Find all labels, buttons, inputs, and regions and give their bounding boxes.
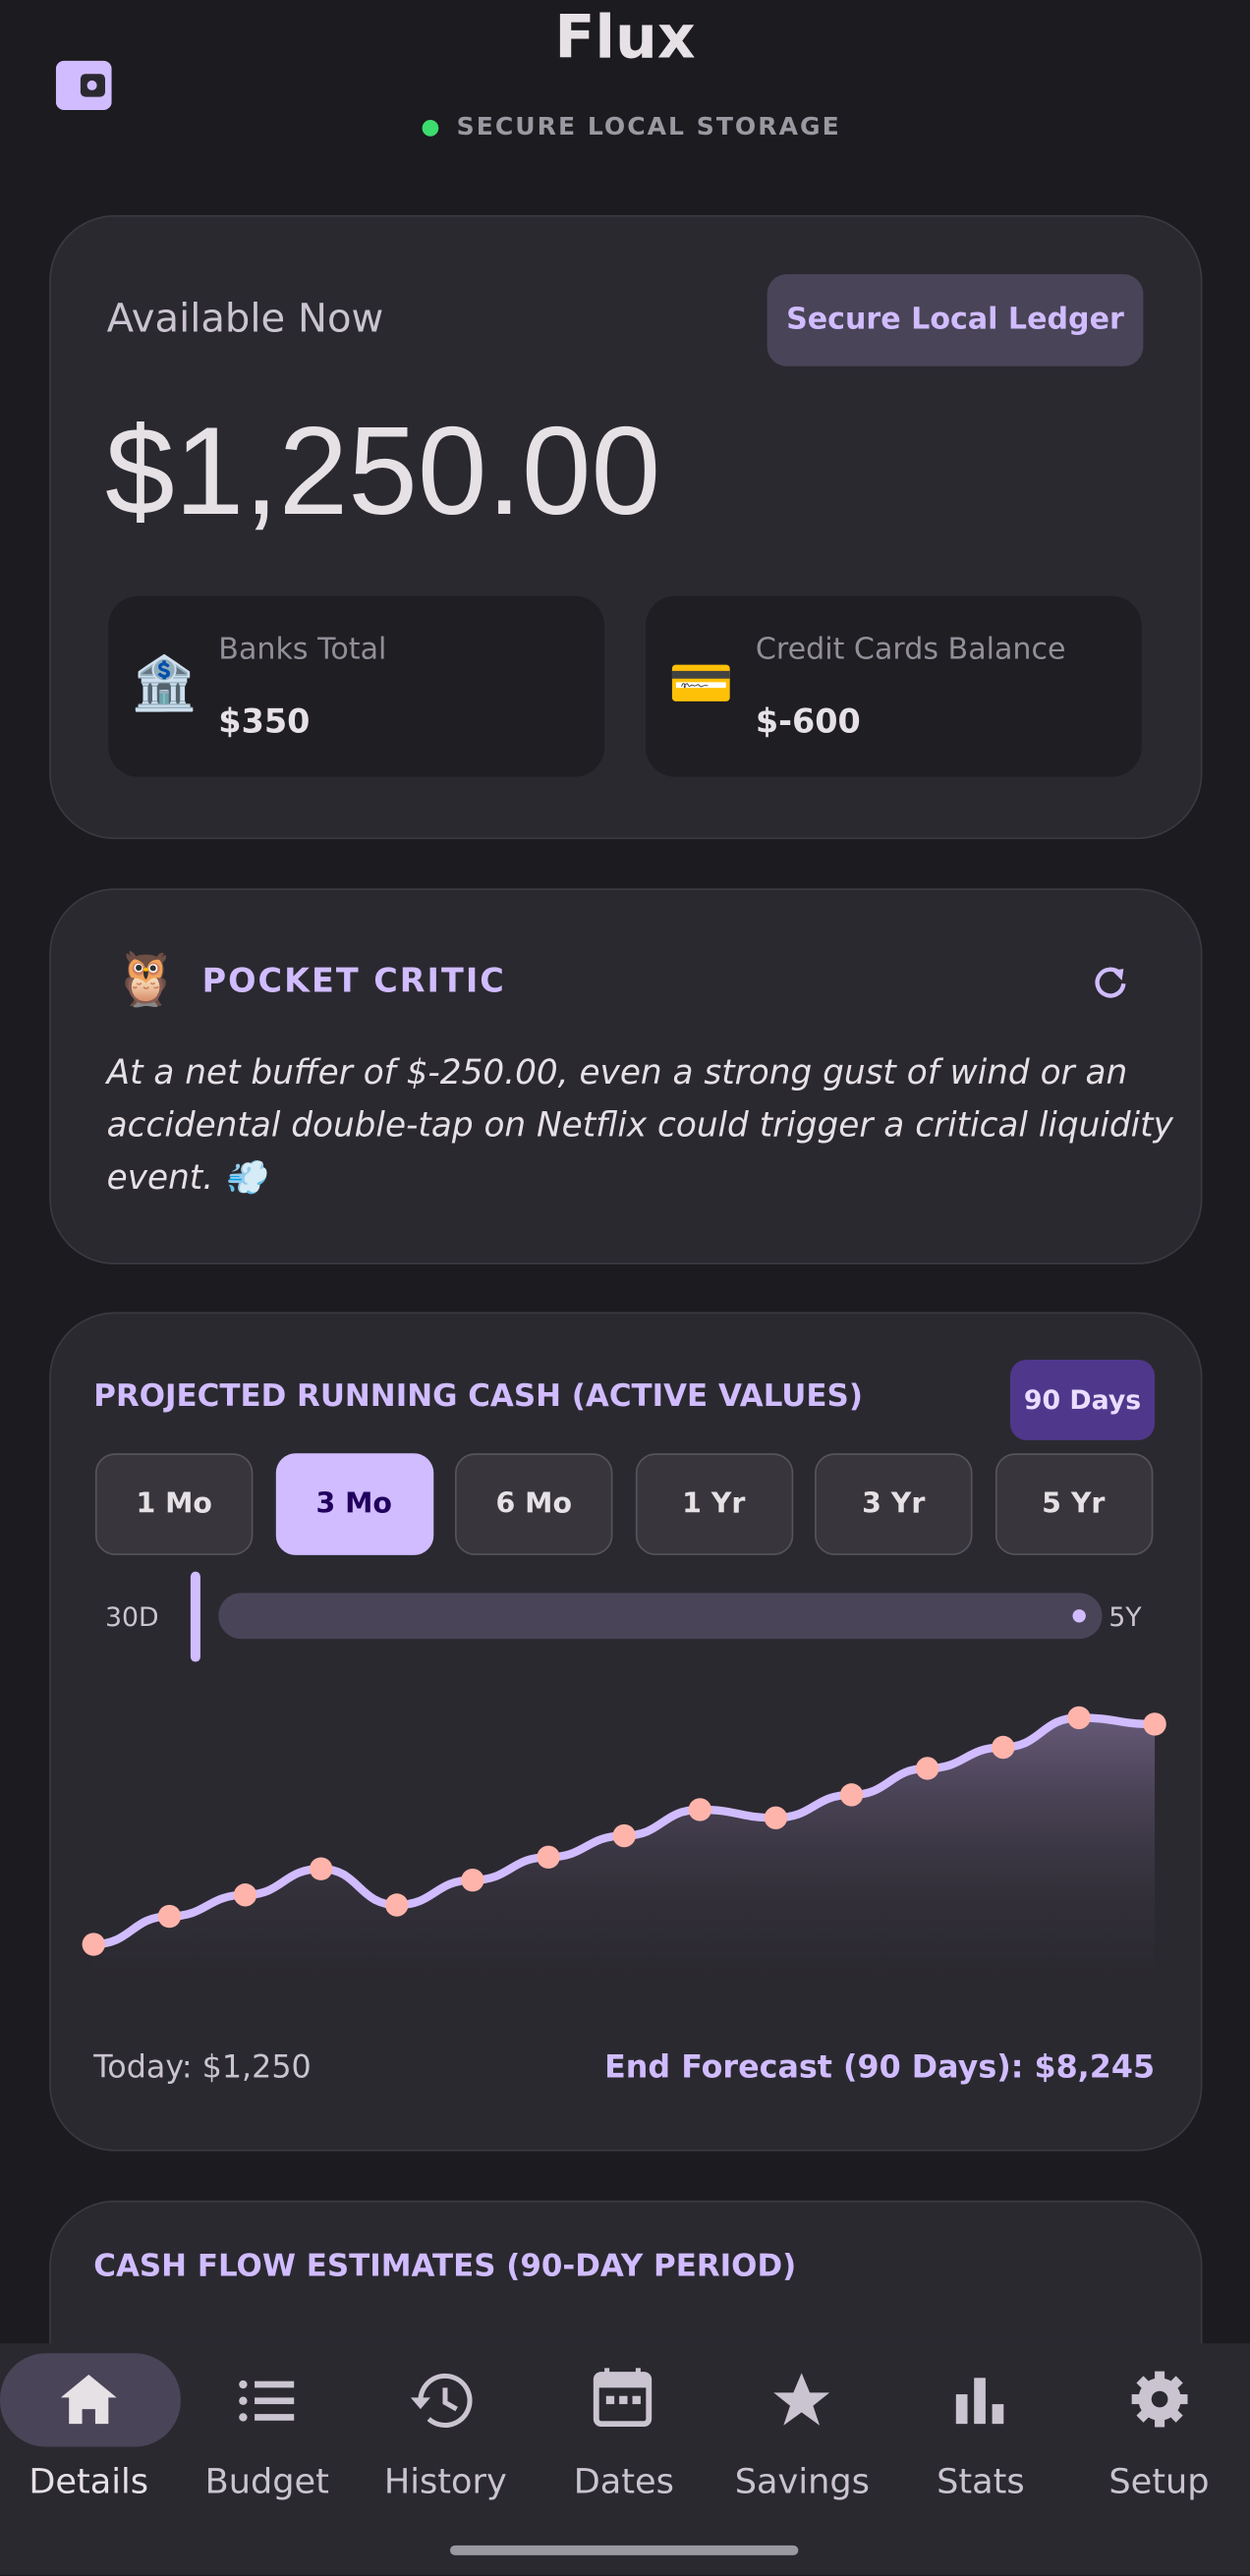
- forecast-chart: [82, 1706, 1166, 1995]
- critic-icon: 🦉: [113, 947, 179, 1010]
- today-label: Today: $1,250: [93, 2049, 312, 2086]
- account-icon: 🏦: [131, 651, 198, 715]
- nav-label[interactable]: Setup: [1108, 2461, 1210, 2501]
- range-button[interactable]: 3 Yr: [815, 1453, 973, 1555]
- chart-area: [93, 1717, 1156, 1995]
- app-title: Flux: [554, 5, 696, 73]
- chart-point: [537, 1845, 560, 1870]
- wallet-icon: [55, 60, 112, 110]
- critic-card: [49, 888, 1203, 1265]
- chart-point: [461, 1868, 484, 1892]
- chart-point: [82, 1932, 105, 1956]
- end-forecast-label: End Forecast (90 Days): $8,245: [604, 2049, 1156, 2086]
- slider-dot: [1072, 1609, 1086, 1623]
- slider-min-label: 30D: [104, 1600, 159, 1633]
- account-amount: $350: [218, 700, 311, 741]
- range-button[interactable]: 1 Mo: [94, 1453, 254, 1555]
- balance-amount: $1,250.00: [104, 402, 661, 542]
- account-icon: 💳: [668, 651, 734, 715]
- chart-point: [385, 1893, 409, 1917]
- status-label: SECURE LOCAL STORAGE: [456, 111, 841, 141]
- slider-handle[interactable]: [190, 1571, 200, 1662]
- critic-text: At a net buffer of $-250.00, even a stro…: [106, 1052, 1173, 1198]
- slider-max-label: 5Y: [1108, 1600, 1142, 1633]
- chart-point: [839, 1783, 864, 1807]
- chart-point: [915, 1757, 939, 1780]
- nav-label[interactable]: History: [383, 2461, 507, 2501]
- range-button[interactable]: 3 Mo: [274, 1453, 433, 1555]
- slider-track[interactable]: [218, 1593, 1103, 1640]
- nav-label[interactable]: Budget: [204, 2461, 329, 2501]
- chart-point: [688, 1798, 711, 1821]
- chart-point: [309, 1857, 333, 1880]
- cash-flow-title: CASH FLOW ESTIMATES (90-DAY PERIOD): [93, 2249, 797, 2285]
- account-amount: $-600: [755, 700, 861, 741]
- chart-point: [612, 1823, 636, 1848]
- chart-point: [1143, 1712, 1166, 1736]
- chart-point: [233, 1883, 257, 1907]
- chart-point: [992, 1735, 1015, 1760]
- status-dot: [422, 120, 439, 137]
- forecast-title: PROJECTED RUNNING CASH (ACTIVE VALUES): [93, 1379, 863, 1415]
- range-button[interactable]: 5 Yr: [994, 1453, 1153, 1555]
- nav-label[interactable]: Savings: [734, 2461, 870, 2501]
- forecast-card: [49, 1312, 1203, 2152]
- account-label: Credit Cards Balance: [755, 632, 1066, 667]
- ledger-badge[interactable]: Secure Local Ledger: [767, 274, 1144, 366]
- chart-point: [1067, 1706, 1091, 1730]
- nav-icons: [60, 2368, 1188, 2428]
- nav-label[interactable]: Details: [28, 2461, 149, 2501]
- nav-label[interactable]: Stats: [937, 2461, 1025, 2501]
- account-label: Banks Total: [218, 632, 387, 667]
- balance-label: Available Now: [106, 295, 384, 342]
- range-button[interactable]: 1 Yr: [635, 1453, 793, 1555]
- refresh-button[interactable]: [1091, 962, 1130, 1001]
- period-badge: 90 Days: [1009, 1360, 1156, 1440]
- nav-label[interactable]: Dates: [573, 2461, 674, 2501]
- home-indicator: [449, 2545, 799, 2555]
- account-card: [645, 595, 1142, 777]
- chart-point: [157, 1904, 182, 1929]
- chart-point: [764, 1806, 788, 1829]
- account-card: [108, 595, 605, 777]
- critic-title: POCKET CRITIC: [201, 960, 506, 1000]
- range-button[interactable]: 6 Mo: [455, 1453, 613, 1555]
